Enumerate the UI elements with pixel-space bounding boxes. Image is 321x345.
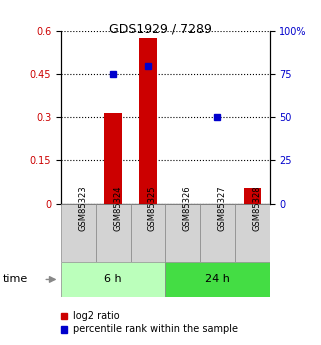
Bar xyxy=(96,204,131,262)
Bar xyxy=(235,204,270,262)
Bar xyxy=(61,262,165,297)
Bar xyxy=(131,204,165,262)
Bar xyxy=(165,262,270,297)
Text: GSM85327: GSM85327 xyxy=(218,185,227,231)
Text: GSM85323: GSM85323 xyxy=(78,185,87,231)
Text: GSM85325: GSM85325 xyxy=(148,186,157,231)
Bar xyxy=(139,38,157,204)
Bar xyxy=(200,204,235,262)
Text: GSM85326: GSM85326 xyxy=(183,185,192,231)
Text: 24 h: 24 h xyxy=(205,275,230,284)
Text: percentile rank within the sample: percentile rank within the sample xyxy=(73,325,238,334)
Bar xyxy=(61,204,96,262)
Text: GDS1929 / 7289: GDS1929 / 7289 xyxy=(109,22,212,36)
Text: GSM85328: GSM85328 xyxy=(252,185,261,231)
Text: GSM85324: GSM85324 xyxy=(113,186,122,231)
Bar xyxy=(104,113,122,204)
Text: time: time xyxy=(3,275,29,284)
Bar xyxy=(244,188,261,204)
Text: 6 h: 6 h xyxy=(104,275,122,284)
Text: log2 ratio: log2 ratio xyxy=(73,311,120,321)
Bar xyxy=(165,204,200,262)
